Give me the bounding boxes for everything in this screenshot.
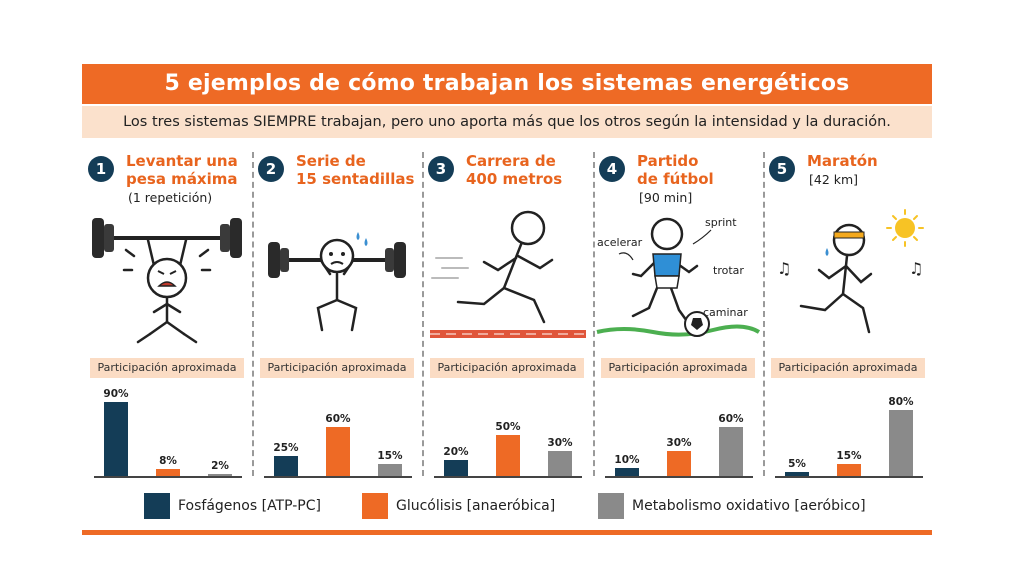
bar-oxidativo <box>548 451 572 476</box>
example-title-line: de fútbol <box>637 170 714 188</box>
example-panel-2: 2 Serie de 15 sentadillas Partici <box>252 146 422 478</box>
bar-fosfagenos <box>785 471 809 476</box>
example-title-line: 15 sentadillas <box>296 170 415 188</box>
participation-label: Participación aproximada <box>260 358 414 378</box>
column-divider <box>593 152 595 476</box>
bar-value-label: 60% <box>325 412 351 425</box>
chart-baseline <box>94 476 242 478</box>
example-detail: (1 repetición) <box>128 190 213 205</box>
marathon-runner-illustration: ♫ ♫ <box>777 209 924 334</box>
example-title-line: Levantar una <box>126 152 238 170</box>
page-title: 5 ejemplos de cómo trabajan los sistemas… <box>82 64 932 104</box>
runner-illustration <box>430 210 586 338</box>
bar-glucolisis <box>326 426 350 476</box>
legend-swatch <box>144 493 170 519</box>
example-title-line: Partido <box>637 152 699 170</box>
example-title: Maratón <box>807 152 931 170</box>
weightlifter-illustration <box>92 218 242 344</box>
example-title-line: 400 metros <box>466 170 563 188</box>
example-number: 2 <box>258 156 284 182</box>
bar-fosfagenos <box>104 402 128 476</box>
column-divider <box>422 152 424 476</box>
chart-baseline <box>605 476 753 478</box>
annotation-sprint: sprint <box>705 216 737 229</box>
bottom-rule <box>82 530 932 535</box>
bar-value-label: 90% <box>103 388 129 401</box>
bar-value-label: 5% <box>788 457 806 470</box>
chart-baseline <box>775 476 923 478</box>
bar-glucolisis <box>837 463 861 476</box>
example-number: 5 <box>769 156 795 182</box>
example-title-line: Serie de <box>296 152 366 170</box>
bar-glucolisis <box>496 435 520 476</box>
bar-fosfagenos <box>274 455 298 476</box>
svg-text:♫: ♫ <box>909 259 923 278</box>
bar-chart-4: 10% 30% 60% <box>601 382 755 478</box>
example-number: 3 <box>428 156 454 182</box>
bar-chart-2: 25% 60% 15% <box>260 382 414 478</box>
participation-label: Participación aproximada <box>430 358 584 378</box>
example-detail: [42 km] <box>809 172 859 187</box>
bar-value-label: 80% <box>888 396 914 409</box>
bar-fosfagenos <box>444 459 468 476</box>
bar-glucolisis <box>156 469 180 476</box>
bar-chart-3: 20% 50% 30% <box>430 382 584 478</box>
chart-baseline <box>264 476 412 478</box>
chart-baseline <box>434 476 582 478</box>
example-panel-4: 4 Partido de fútbol [90 min] acelerar sp… <box>593 146 763 478</box>
column-divider <box>252 152 254 476</box>
legend-label: Glucólisis [anaeróbica] <box>396 498 556 514</box>
football-player-illustration: acelerar sprint trotar caminar <box>596 216 761 337</box>
participation-label: Participación aproximada <box>90 358 244 378</box>
legend-label: Metabolismo oxidativo [aeróbico] <box>632 498 866 514</box>
bar-value-label: 2% <box>211 460 229 472</box>
bar-chart-5: 5% 15% 80% <box>771 382 925 478</box>
bar-value-label: 20% <box>443 445 469 458</box>
bar-oxidativo <box>208 474 232 476</box>
example-number: 4 <box>599 156 625 182</box>
example-title: Serie de 15 sentadillas <box>296 152 420 188</box>
bar-value-label: 8% <box>159 455 177 468</box>
example-panel-5: 5 Maratón [42 km] ♫ ♫ <box>763 146 933 478</box>
bar-value-label: 60% <box>718 412 744 425</box>
infographic: 5 ejemplos de cómo trabajan los sistemas… <box>82 64 932 536</box>
page-subtitle: Los tres sistemas SIEMPRE trabajan, pero… <box>82 106 932 138</box>
bar-value-label: 25% <box>273 441 299 454</box>
example-number: 1 <box>88 156 114 182</box>
example-panel-1: 1 Levantar una pesa máxima (1 repetición… <box>82 146 252 478</box>
participation-label: Participación aproximada <box>771 358 925 378</box>
annotation-acelerar: acelerar <box>597 236 643 249</box>
example-panel-3: 3 Carrera de 400 metros Participación ap… <box>422 146 592 478</box>
bar-value-label: 15% <box>377 449 403 462</box>
bar-oxidativo <box>719 426 743 476</box>
column-divider <box>763 152 765 476</box>
bar-oxidativo <box>889 410 913 476</box>
legend-label: Fosfágenos [ATP-PC] <box>178 498 321 514</box>
bar-value-label: 30% <box>666 437 692 450</box>
example-title-line: Carrera de <box>466 152 556 170</box>
bar-value-label: 15% <box>836 449 862 462</box>
annotation-caminar: caminar <box>703 306 748 319</box>
bar-chart-1: 90% 8% 2% <box>90 382 244 478</box>
svg-text:♫: ♫ <box>777 259 791 278</box>
participation-label: Participación aproximada <box>601 358 755 378</box>
example-title-line: pesa máxima <box>126 170 238 188</box>
example-title: Carrera de 400 metros <box>466 152 590 188</box>
example-title: Partido de fútbol <box>637 152 761 188</box>
bar-value-label: 30% <box>547 437 573 450</box>
annotation-trotar: trotar <box>713 264 744 277</box>
bar-oxidativo <box>378 463 402 476</box>
example-detail: [90 min] <box>639 190 693 205</box>
bar-value-label: 10% <box>614 453 640 466</box>
example-title-line: Maratón <box>807 152 878 170</box>
bar-glucolisis <box>667 451 691 476</box>
legend-swatch <box>598 493 624 519</box>
legend: Fosfágenos [ATP-PC] Glucólisis [anaeróbi… <box>82 492 932 522</box>
example-title: Levantar una pesa máxima <box>126 152 250 188</box>
bar-fosfagenos <box>615 467 639 476</box>
squat-illustration <box>268 232 406 332</box>
bar-value-label: 50% <box>495 421 521 433</box>
legend-swatch <box>362 493 388 519</box>
